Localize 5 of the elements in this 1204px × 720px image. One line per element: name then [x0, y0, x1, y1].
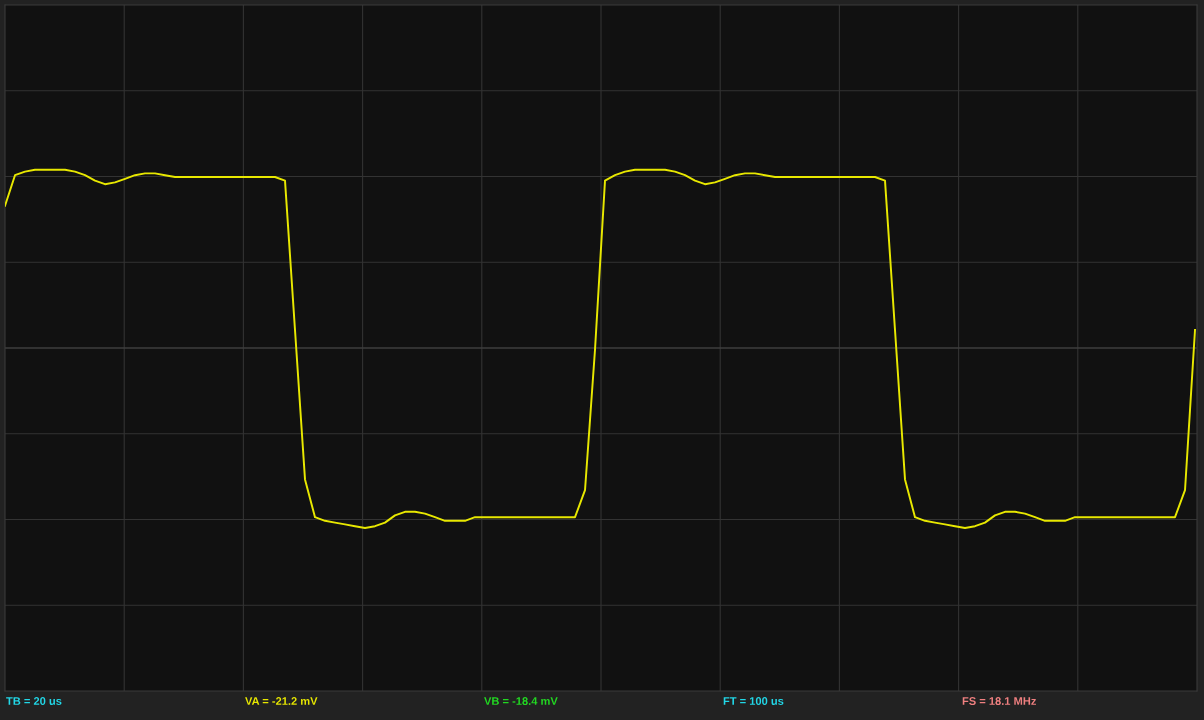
- text: VB = -18.4 mV: [484, 697, 558, 705]
- text: TB = 20 us: [6, 697, 62, 705]
- text: FS = 18.1 MHz: [962, 697, 1037, 705]
- text: VA = -21.2 mV: [245, 697, 318, 705]
- text: FT = 100 us: [723, 697, 784, 705]
